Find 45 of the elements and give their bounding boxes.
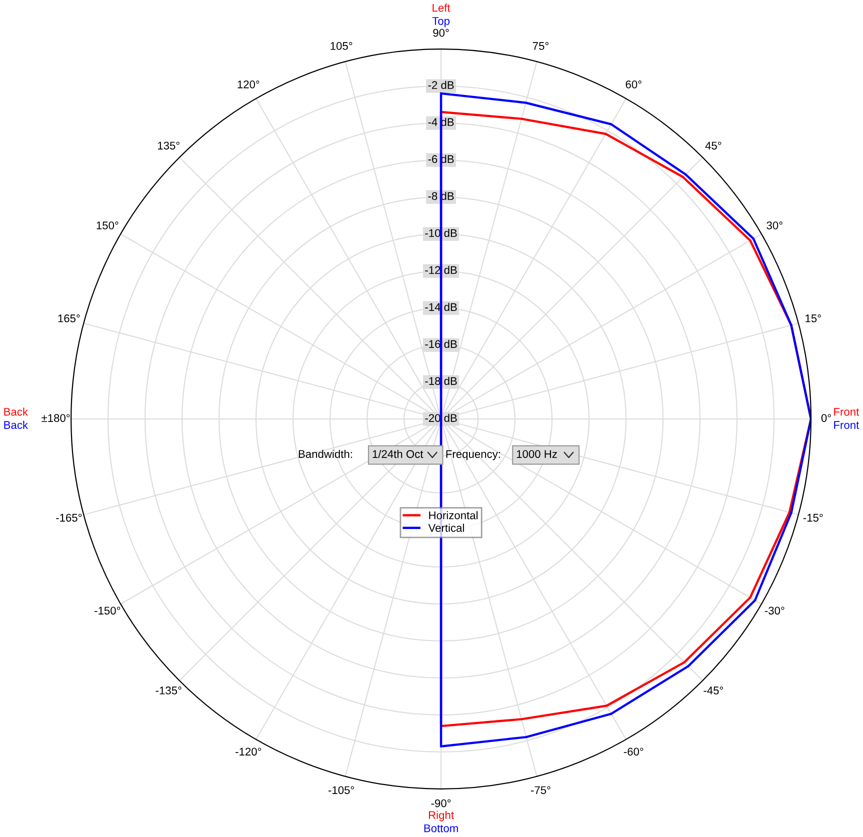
spoke-label: 75°: [532, 42, 548, 50]
text: Top: [432, 17, 450, 28]
spoke-label: -30°: [764, 606, 784, 615]
spoke-label: 120°: [238, 80, 260, 88]
y-tick-label: -10 dB: [425, 228, 457, 238]
spoke-label: ±180°: [42, 414, 70, 422]
spoke-label: -75°: [530, 786, 550, 794]
y-tick-label: -12 dB: [425, 266, 457, 274]
legend-label: Horizontal: [429, 511, 478, 520]
text: Back: [4, 408, 28, 416]
legend-label: Vertical: [428, 524, 464, 532]
text: Bottom: [424, 824, 458, 832]
spoke-label: 135°: [158, 142, 180, 150]
text: Front: [834, 408, 860, 416]
spoke-label: -120°: [236, 748, 262, 756]
spoke-label: 150°: [96, 222, 118, 230]
text: 1000 Hz: [516, 450, 557, 458]
text: Back: [4, 420, 28, 429]
spoke-label: -90°: [431, 799, 451, 808]
spoke-label: 45°: [705, 142, 722, 150]
y-tick-label: -18 dB: [425, 376, 457, 385]
spoke-label: -60°: [624, 748, 644, 756]
spoke-label: -165°: [56, 514, 82, 522]
y-tick-label: -16 dB: [425, 340, 457, 348]
spoke-label: 105°: [330, 42, 352, 50]
spoke-label: 90°: [433, 28, 449, 37]
y-tick-label: -14 dB: [425, 302, 457, 311]
spoke-label: 60°: [626, 80, 642, 88]
spoke-label: 0°: [821, 414, 831, 422]
text: Right: [428, 810, 454, 822]
spoke-label: 30°: [766, 222, 782, 230]
spoke-label: -135°: [156, 686, 182, 694]
text: Bandwidth:: [298, 450, 352, 458]
spoke-label: -45°: [704, 686, 724, 694]
spoke-label: 15°: [806, 314, 821, 322]
y-tick-label: -20 dB: [425, 414, 457, 422]
spoke-label: -15°: [803, 514, 823, 522]
text: Frequency:: [446, 450, 500, 460]
spoke-label: 165°: [58, 314, 80, 322]
y-tick-label: -2 dB: [428, 80, 454, 90]
spoke-label: -105°: [328, 786, 354, 794]
text: 1/24th Oct: [372, 450, 424, 458]
spoke-label: -150°: [94, 606, 120, 615]
text: Left: [432, 4, 450, 12]
text: Front: [834, 421, 860, 429]
